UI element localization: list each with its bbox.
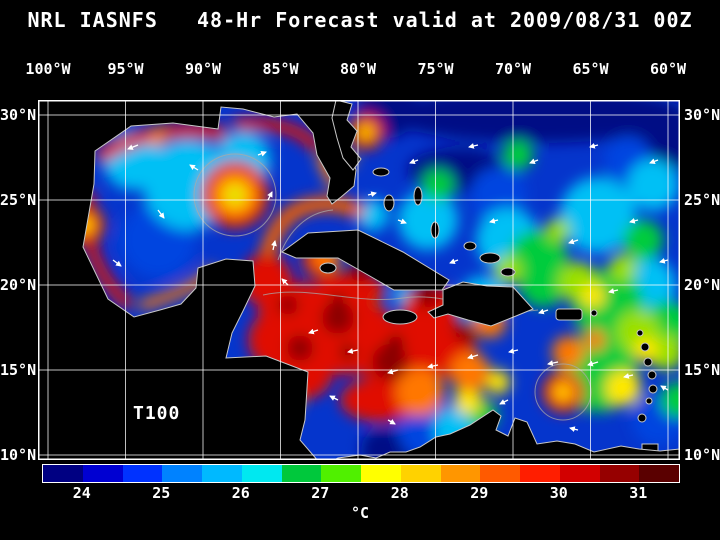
colorbar-tick: 27 <box>311 484 330 502</box>
antilles-warm-eddy <box>542 371 584 413</box>
lon-label: 65°W <box>572 60 609 78</box>
colorbar-cell <box>321 465 361 482</box>
gulf-warm-eddy <box>201 161 269 229</box>
land-puerto-rico <box>555 308 583 321</box>
land-south-america <box>332 409 680 460</box>
colorbar-cell <box>599 465 640 482</box>
colorbar-cell <box>162 465 202 482</box>
lat-label-left: 10°N <box>0 446 37 464</box>
colorbar-cell <box>361 465 401 482</box>
colorbar-tick: 24 <box>72 484 91 502</box>
colorbar-cell <box>400 465 441 482</box>
lat-label-left: 25°N <box>0 191 37 209</box>
lat-label-right: 30°N <box>684 106 720 124</box>
lon-label: 75°W <box>417 60 454 78</box>
sst-map <box>38 100 680 460</box>
lon-label: 80°W <box>339 60 377 78</box>
lon-label: 60°W <box>649 60 687 78</box>
colorbar-cell <box>202 465 242 482</box>
colorbar-tick: 25 <box>152 484 171 502</box>
lon-label: 70°W <box>494 60 532 78</box>
lon-label: 85°W <box>262 60 299 78</box>
colorbar-cell <box>281 465 322 482</box>
colorbar-tick: 31 <box>629 484 648 502</box>
land-lesser-antilles <box>636 329 644 337</box>
lon-label: 100°W <box>25 60 71 78</box>
current-vectors <box>112 142 669 433</box>
lat-label-left: 30°N <box>0 106 37 124</box>
colorbar-cell <box>559 465 600 482</box>
colorbar-tick: 30 <box>549 484 568 502</box>
plot-title: NRL IASNFS 48-Hr Forecast valid at 2009/… <box>27 8 693 32</box>
lon-label: 90°W <box>184 60 222 78</box>
colorbar-cells <box>43 465 679 482</box>
colorbar-cell <box>82 465 123 482</box>
colorbar-tick: 26 <box>231 484 250 502</box>
colorbar-cell <box>520 465 560 482</box>
lon-label: 95°W <box>107 60 144 78</box>
lat-label-right: 10°N <box>684 446 720 464</box>
lat-label-left: 15°N <box>0 361 37 379</box>
land-hispaniola <box>427 281 534 327</box>
field-annotation: T100 <box>133 403 181 424</box>
land-jamaica <box>382 309 418 325</box>
colorbar-cell <box>241 465 282 482</box>
land-cuba <box>280 229 450 291</box>
map-border <box>38 100 680 460</box>
colorbar-tick: 28 <box>390 484 409 502</box>
colorbar-cell <box>440 465 481 482</box>
loop-current <box>258 195 366 261</box>
colorbar-cell <box>122 465 163 482</box>
land-isle-of-youth <box>319 262 337 274</box>
sst-field <box>65 100 680 460</box>
colorbar-cell <box>43 465 83 482</box>
map-area: T100 <box>38 100 680 460</box>
colorbar-cell <box>480 465 520 482</box>
lat-label-right: 20°N <box>684 276 720 294</box>
colorbar-tick: 29 <box>470 484 489 502</box>
grid-lines <box>38 100 680 460</box>
colorbar <box>42 464 680 483</box>
colorbar-unit: °C <box>350 504 370 522</box>
lat-label-right: 25°N <box>684 191 720 209</box>
colorbar-cell <box>639 465 679 482</box>
lat-label-right: 15°N <box>684 361 720 379</box>
lat-label-left: 20°N <box>0 276 37 294</box>
